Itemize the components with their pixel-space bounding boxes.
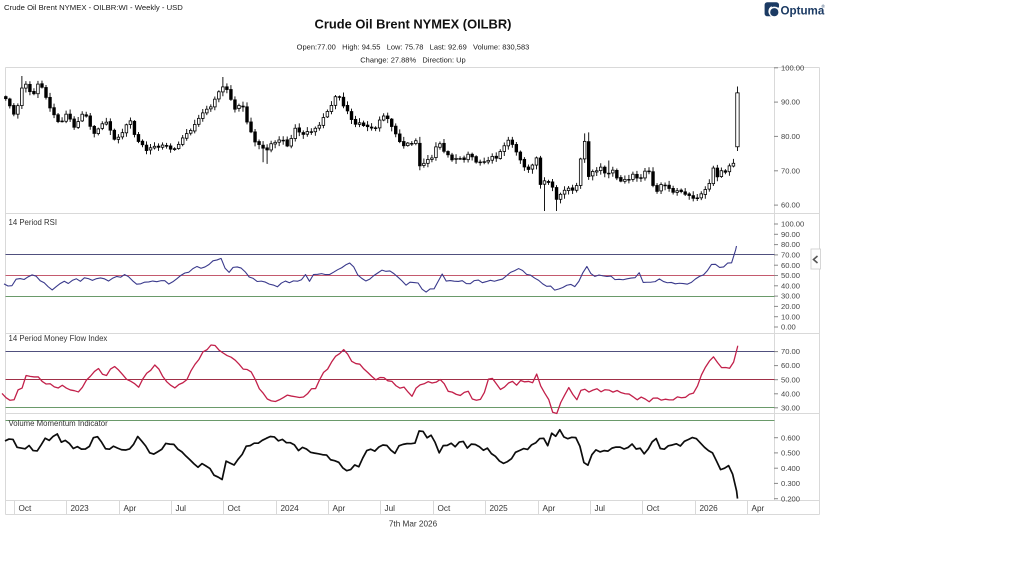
svg-text:30.00: 30.00 bbox=[781, 403, 800, 412]
svg-text:Optuma: Optuma bbox=[781, 5, 825, 18]
svg-text:0.500: 0.500 bbox=[781, 449, 800, 458]
svg-text:0.600: 0.600 bbox=[781, 433, 800, 442]
svg-text:50.00: 50.00 bbox=[781, 271, 800, 280]
svg-text:14 Period RSI: 14 Period RSI bbox=[9, 218, 58, 227]
svg-text:80.00: 80.00 bbox=[781, 240, 800, 249]
svg-text:Volume Momentum Indicator: Volume Momentum Indicator bbox=[9, 419, 109, 428]
svg-text:7th Mar 2026: 7th Mar 2026 bbox=[389, 520, 438, 529]
svg-text:0.00: 0.00 bbox=[781, 323, 796, 332]
svg-text:70.00: 70.00 bbox=[781, 347, 800, 356]
svg-text:90.00: 90.00 bbox=[781, 98, 800, 107]
svg-text:0.400: 0.400 bbox=[781, 464, 800, 473]
svg-text:50.00: 50.00 bbox=[781, 375, 800, 384]
svg-text:Oct: Oct bbox=[647, 504, 660, 513]
svg-text:14 Period Money Flow Index: 14 Period Money Flow Index bbox=[9, 334, 108, 343]
svg-text:100.00: 100.00 bbox=[781, 63, 804, 72]
svg-text:40.00: 40.00 bbox=[781, 389, 800, 398]
svg-text:40.00: 40.00 bbox=[781, 281, 800, 290]
svg-text:60.00: 60.00 bbox=[781, 201, 800, 210]
svg-text:90.00: 90.00 bbox=[781, 230, 800, 239]
svg-text:Apr: Apr bbox=[124, 504, 137, 513]
svg-text:100.00: 100.00 bbox=[781, 220, 804, 229]
svg-text:70.00: 70.00 bbox=[781, 251, 800, 260]
svg-text:Jul: Jul bbox=[176, 504, 187, 513]
svg-text:Jul: Jul bbox=[385, 504, 396, 513]
svg-text:Oct: Oct bbox=[438, 504, 451, 513]
svg-text:10.00: 10.00 bbox=[781, 312, 800, 321]
svg-text:2025: 2025 bbox=[490, 504, 509, 513]
svg-text:2026: 2026 bbox=[700, 504, 719, 513]
svg-text:Crude Oil Brent NYMEX (OILBR): Crude Oil Brent NYMEX (OILBR) bbox=[315, 16, 512, 31]
svg-text:®: ® bbox=[822, 3, 826, 9]
svg-text:Oct: Oct bbox=[228, 504, 241, 513]
svg-text:30.00: 30.00 bbox=[781, 292, 800, 301]
svg-text:2024: 2024 bbox=[281, 504, 300, 513]
svg-text:60.00: 60.00 bbox=[781, 261, 800, 270]
svg-text:20.00: 20.00 bbox=[781, 302, 800, 311]
svg-text:Crude Oil Brent NYMEX - OILBR:: Crude Oil Brent NYMEX - OILBR:WI - Weekl… bbox=[4, 3, 183, 12]
svg-text:Apr: Apr bbox=[333, 504, 346, 513]
svg-text:0.200: 0.200 bbox=[781, 494, 800, 503]
svg-text:70.00: 70.00 bbox=[781, 166, 800, 175]
svg-text:Apr: Apr bbox=[752, 504, 765, 513]
svg-text:Oct: Oct bbox=[19, 504, 32, 513]
svg-text:0.300: 0.300 bbox=[781, 479, 800, 488]
svg-text:60.00: 60.00 bbox=[781, 361, 800, 370]
svg-text:Apr: Apr bbox=[543, 504, 556, 513]
svg-text:Change: 27.88% Direction: Up: Change: 27.88% Direction: Up bbox=[360, 56, 465, 65]
svg-text:Jul: Jul bbox=[595, 504, 606, 513]
svg-text:80.00: 80.00 bbox=[781, 132, 800, 141]
svg-text:Open:77.00 High: 94.55 Low: Open:77.00 High: 94.55 Low: 75.78 Last: … bbox=[297, 43, 530, 52]
svg-text:2023: 2023 bbox=[71, 504, 90, 513]
